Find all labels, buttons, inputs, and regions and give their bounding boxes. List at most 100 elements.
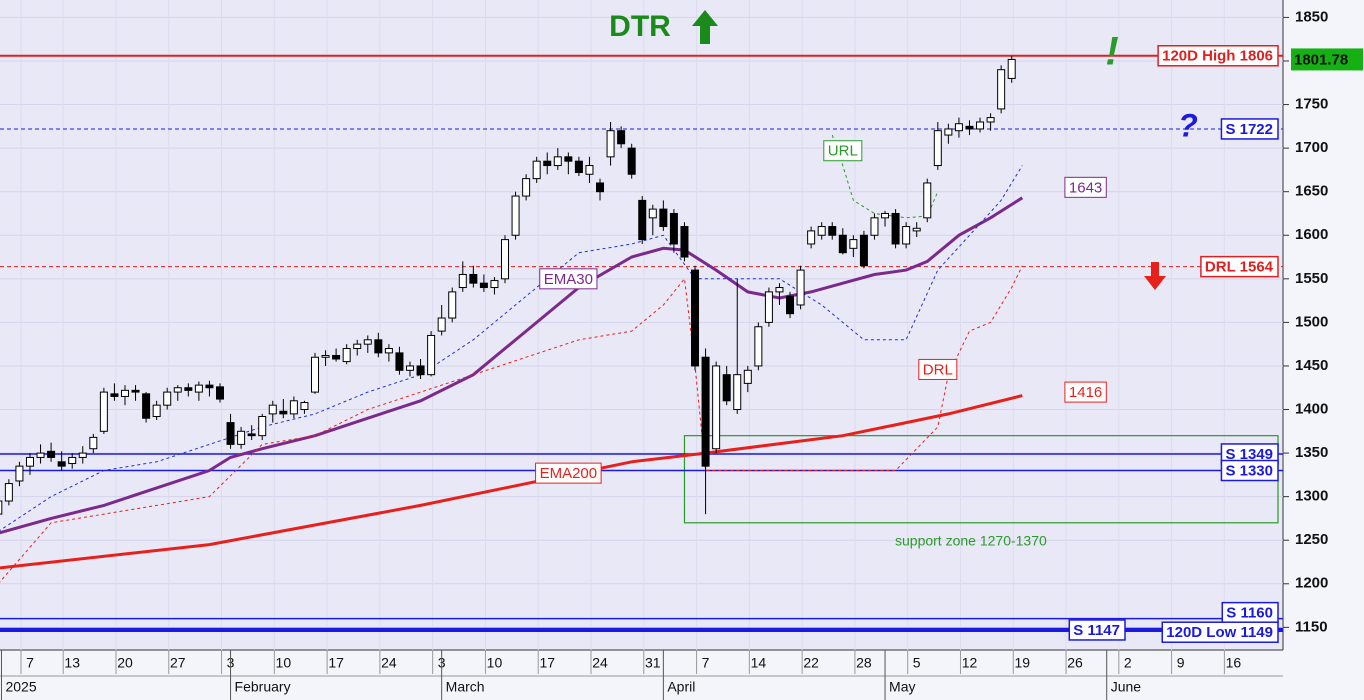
candle-body [78,452,87,458]
x-tick-label: 17 [539,655,555,671]
candle-body [838,234,847,254]
candle-body [902,226,911,245]
line-label: DRL [923,361,953,378]
y-tick-label: 1250 [1295,531,1328,548]
month-label: March [446,679,485,695]
candle-body [638,199,647,241]
candle-body [754,326,763,367]
candle-body [226,422,235,445]
level-label: S 1330 [1225,462,1273,479]
x-tick-label: 10 [487,655,503,671]
candle-body [36,452,45,458]
candle-body [691,269,700,367]
x-axis-background [0,650,1364,700]
x-tick-label: 27 [170,655,186,671]
line-label-box [1064,381,1107,403]
candle-body [152,404,161,417]
candle-body [574,160,583,174]
level-label: 120D Low 1149 [1166,624,1273,641]
month-label: May [889,679,915,695]
candle-body [849,239,858,249]
candle-body [817,226,826,236]
candle-body [99,391,108,432]
candle-body [997,69,1006,110]
x-tick-label: 13 [64,655,80,671]
candle-body [289,400,298,415]
candle-body [659,208,668,228]
candle-body [976,121,985,130]
candle-body [384,348,393,354]
x-tick-label: 9 [1177,655,1185,671]
candle-body [215,386,224,400]
candle-body [268,404,277,415]
candle-body [184,387,193,391]
x-tick-label: 26 [1067,655,1083,671]
candle-body [247,433,256,437]
y-tick-label: 1350 [1295,444,1328,461]
candle-body [701,356,710,467]
candle-body [522,178,531,197]
candle-body [4,483,13,502]
x-tick-label: 17 [328,655,344,671]
candle-body [15,465,24,482]
candle-body [627,147,636,175]
down-arrow [1144,262,1166,290]
line-label-box [823,140,863,162]
candle-body [786,295,795,315]
indicator-line [0,265,1023,583]
candle-body [479,282,488,289]
candle-body [310,356,319,393]
level-label: S 1349 [1225,446,1273,463]
line-label: URL [828,143,858,160]
candle-body [986,117,995,123]
x-tick-label: 19 [1014,655,1030,671]
candle-body [532,160,541,180]
candle-body [406,365,415,371]
candle-body [596,182,605,193]
candle-body [437,317,446,332]
line-label-box [918,358,958,380]
level-label-box [1220,118,1279,140]
candle-body [617,130,626,145]
month-label: June [1111,679,1142,695]
y-axis-background [1283,0,1364,650]
candle-body [363,339,372,345]
candle-body [722,374,731,402]
candle-body [733,374,742,411]
candle-body [891,212,900,245]
level-label-box [1200,255,1279,278]
chart-title: DTR [609,10,671,43]
x-tick-label: 24 [592,655,608,671]
x-tick-label: 28 [856,655,872,671]
indicator-line [0,165,1023,531]
candle-body [279,410,288,415]
level-label: S 1147 [1073,622,1120,639]
candle-body [300,402,309,411]
x-tick-label: 10 [276,655,292,671]
candle-body [912,227,921,232]
y-tick-label: 1450 [1295,357,1328,374]
candle-body [501,239,510,280]
candle-body [120,389,129,397]
plot-background [0,0,1283,650]
candle-body [458,273,467,289]
line-label-box [1064,176,1107,198]
y-tick-label: 1150 [1295,618,1328,635]
overlay: 1150 1200 1250 1300 1350 1400 1450 1500 1550 1600… [0,8,1363,700]
x-tick-label: 7 [26,655,34,671]
month-label: April [667,679,695,695]
x-tick-label: 16 [1226,655,1242,671]
candle-body [965,125,974,130]
candle-body [511,195,520,236]
candle-body [332,354,341,360]
x-tick-label: 31 [645,655,661,671]
candle-body [712,365,721,450]
candle-body [163,391,172,406]
candle-body [57,461,66,467]
candle-body [89,436,98,450]
y-tick-label: 1500 [1295,313,1328,330]
breakout-signal: ! [1105,30,1118,74]
y-tick-label: 1400 [1295,400,1328,417]
candle-body [258,415,267,437]
